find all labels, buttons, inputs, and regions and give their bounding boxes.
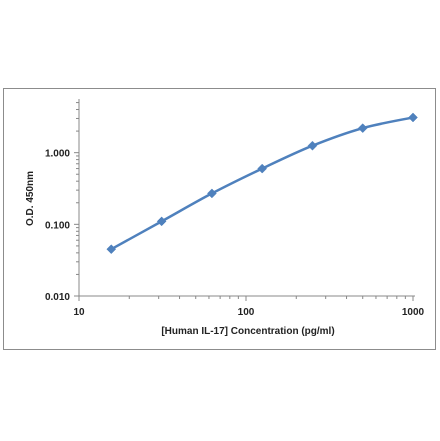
y-minor-ticks (74, 102, 79, 297)
data-point (408, 112, 418, 123)
y-tick-labels: 0.010 0.100 1.000 (45, 149, 70, 303)
y-tick-label: 0.100 (45, 220, 70, 231)
x-minor-ticks (78, 296, 414, 301)
x-axis-title: [Human IL-17] Concentration (pg/ml) (161, 326, 334, 337)
x-tick-label: 100 (238, 307, 255, 318)
data-point (156, 216, 167, 227)
x-tick-label: 10 (73, 307, 85, 318)
y-axis-title: O.D. 450nm (25, 171, 36, 226)
data-point (257, 163, 268, 174)
data-point (106, 244, 117, 255)
axes (74, 99, 415, 301)
x-tick-labels: 10 100 1000 (73, 307, 424, 318)
x-tick-label: 1000 (402, 307, 425, 318)
y-tick-label: 0.010 (45, 292, 70, 303)
data-point (357, 123, 368, 133)
data-point (207, 188, 217, 199)
series-layer (106, 112, 418, 255)
data-point (307, 140, 318, 151)
y-tick-label: 1.000 (45, 149, 70, 160)
series-line (110, 116, 414, 251)
